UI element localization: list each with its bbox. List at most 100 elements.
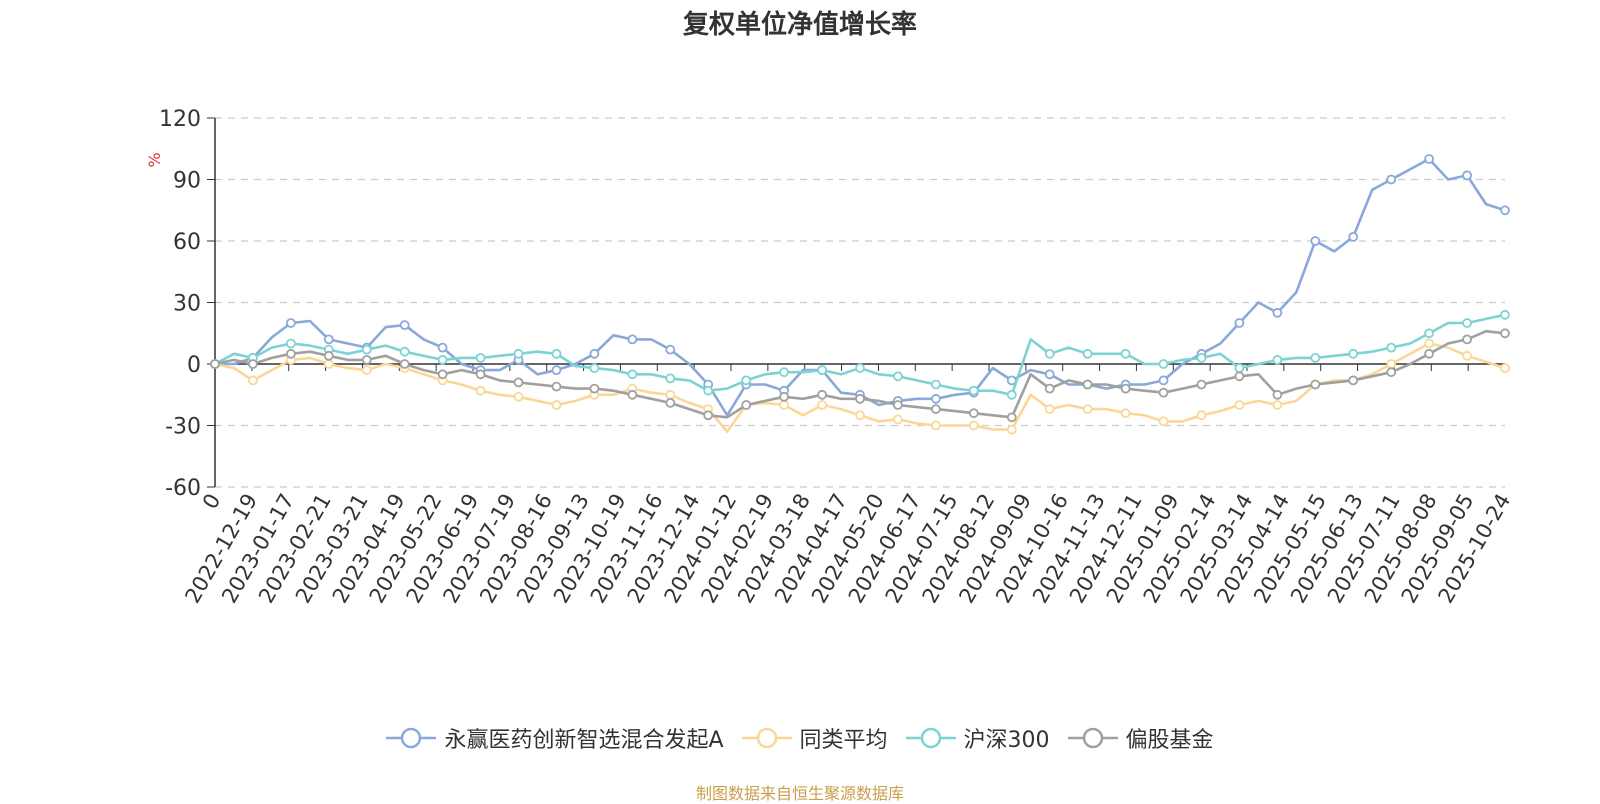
data-point [1500,205,1510,216]
y-tick-labels: 120 90 60 30 0 -30 -60 [159,107,201,501]
data-point [1386,359,1397,369]
data-point [1044,348,1055,359]
data-point [437,354,448,365]
data-point [627,389,638,400]
data-point [1310,236,1321,246]
data-point [210,359,220,369]
data-point [1272,389,1283,400]
data-point [399,359,410,369]
legend-item-1[interactable]: 同类平均 [741,722,888,754]
legend-item-3[interactable]: 偏股基金 [1067,722,1214,754]
data-point [1120,348,1131,359]
data-point [779,367,789,378]
data-point [1196,379,1207,390]
data-point [779,391,789,402]
data-point [817,365,827,376]
legend-label: 沪深300 [963,728,1050,753]
y-tick-label: 120 [159,107,201,132]
y-tick-label: 60 [173,230,201,255]
data-point [855,393,865,404]
data-point [1424,338,1434,349]
data-point [931,393,941,404]
data-point [589,383,600,394]
y-tick-label: -30 [165,415,201,440]
series-line-3 [214,329,1506,419]
series-lines [210,154,1510,435]
data-point [855,363,865,374]
data-point [1006,412,1017,423]
data-point [627,334,638,345]
legend-label: 偏股基金 [1125,728,1214,753]
data-point [285,348,296,359]
data-point [1310,379,1321,390]
data-point [551,348,562,359]
data-point [1196,352,1207,363]
data-point [1158,375,1169,386]
chart-title: 复权单位净值增长率 [682,10,917,40]
data-point [703,385,714,396]
y-tick-label: 0 [187,353,201,378]
legend-swatch-icon [386,727,437,749]
data-point [665,344,676,355]
data-point [665,397,676,408]
data-point [513,377,524,388]
data-point [361,354,372,365]
legend-item-0[interactable]: 永赢医药创新智选混合发起A [386,722,724,754]
data-point [247,375,258,386]
data-point [1082,404,1093,415]
y-tick-label: -60 [165,476,201,501]
data-point [1386,367,1397,378]
data-point [665,389,676,400]
data-point [285,318,296,328]
data-point [1462,170,1472,181]
data-point [1462,318,1472,328]
data-point [589,348,600,359]
legend-label: 同类平均 [799,728,888,753]
data-point [1044,404,1055,415]
data-point [779,400,789,410]
data-point [1234,371,1245,382]
data-point [1120,408,1131,419]
data-point [968,408,979,419]
data-point [323,359,334,369]
data-point [741,375,752,386]
data-point [1348,348,1359,359]
data-point [551,365,562,376]
y-tick-label: 30 [173,292,201,317]
data-point [1500,363,1510,374]
source-note: 制图数据来自恒生聚源数据库 [695,784,904,803]
legend-item-2[interactable]: 沪深300 [905,722,1050,754]
data-point [1234,318,1245,328]
data-point [931,420,941,431]
data-point [968,420,979,431]
data-point [323,334,334,345]
legend: 永赢医药创新智选混合发起A 同类平均 沪深300 偏股基金 [0,722,1600,754]
data-point [361,365,372,376]
data-point [1082,348,1093,359]
data-point [551,381,562,392]
data-point [1196,410,1207,421]
legend-swatch-icon [741,727,792,749]
data-point [1500,309,1510,320]
data-point [1272,354,1283,365]
data-point [1158,416,1169,427]
data-point [1158,387,1169,398]
data-point [1386,174,1397,185]
data-point [1234,363,1245,374]
series-line-0 [215,157,1506,417]
data-point [1272,307,1283,318]
legend-swatch-icon [1067,727,1118,749]
x-tick-label: 0 [198,490,225,514]
data-point [931,404,941,415]
data-point [285,338,296,349]
data-point [703,410,714,421]
data-point [475,385,486,396]
data-point [1006,424,1017,435]
data-point [627,369,638,380]
data-point [1044,383,1055,394]
data-point [1500,328,1510,339]
data-point [817,400,827,410]
data-point [247,359,258,369]
data-point [1462,350,1472,361]
